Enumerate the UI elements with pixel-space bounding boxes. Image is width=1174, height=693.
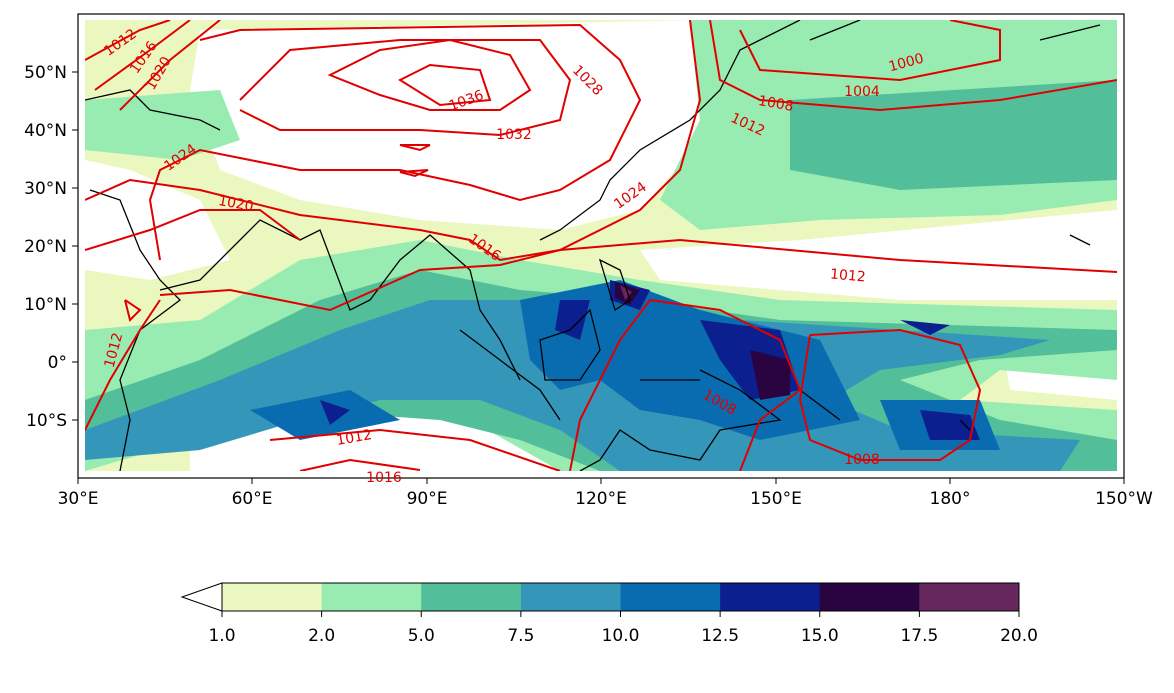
- contour-label: 1008: [844, 452, 880, 468]
- colorbar-segment: [321, 583, 422, 611]
- colorbar-segment: [421, 583, 522, 611]
- colorbar-segment: [520, 583, 621, 611]
- colorbar-tick-label: 2.0: [308, 626, 335, 646]
- lon-label: 120°E: [575, 489, 627, 509]
- lat-label: 10°S: [26, 411, 67, 431]
- contour-label: 1032: [496, 127, 532, 143]
- lat-label: 30°N: [24, 179, 67, 199]
- lat-label: 20°N: [24, 237, 67, 257]
- pressure-contours: [85, 20, 1117, 471]
- colorbar-tick-label: 12.5: [701, 626, 739, 646]
- contour-label: 1008: [757, 93, 795, 115]
- colorbar-tick-label: 20.0: [1000, 626, 1038, 646]
- colorbar-segment: [222, 583, 323, 611]
- colorbar-segment: [720, 583, 821, 611]
- colorbar-segment: [620, 583, 721, 611]
- colorbar-tick-label: 17.5: [900, 626, 938, 646]
- colorbar-tick-label: 7.5: [507, 626, 534, 646]
- precip-shading: [85, 20, 1117, 471]
- colorbar-segment: [819, 583, 920, 611]
- lon-label: 90°E: [407, 489, 448, 509]
- coastlines: [85, 20, 1101, 471]
- colorbar-tick-label: 5.0: [408, 626, 435, 646]
- lon-label: 60°E: [232, 489, 273, 509]
- lat-label: 0°: [48, 353, 67, 373]
- colorbar-frame: [221, 582, 1020, 612]
- colorbar-tick-label: 10.0: [602, 626, 640, 646]
- lon-label: 180°: [930, 489, 971, 509]
- lat-label: 50°N: [24, 63, 67, 83]
- colorbar-segment: [919, 583, 1020, 611]
- contour-label: 1012: [829, 266, 866, 285]
- contour-label: 1020: [217, 193, 255, 215]
- contour-label: 1016: [366, 470, 402, 486]
- lat-label: 10°N: [24, 295, 67, 315]
- colorbar-tick-label: 15.0: [801, 626, 839, 646]
- lat-label: 40°N: [24, 121, 67, 141]
- contour-label: 1012: [335, 427, 373, 449]
- lon-label: 150°W: [1095, 489, 1153, 509]
- lon-label: 30°E: [58, 489, 99, 509]
- contour-label: 1004: [844, 84, 880, 100]
- colorbar-tick-label: 1.0: [208, 626, 235, 646]
- lon-label: 150°E: [750, 489, 802, 509]
- colorbar-extension: [180, 582, 223, 612]
